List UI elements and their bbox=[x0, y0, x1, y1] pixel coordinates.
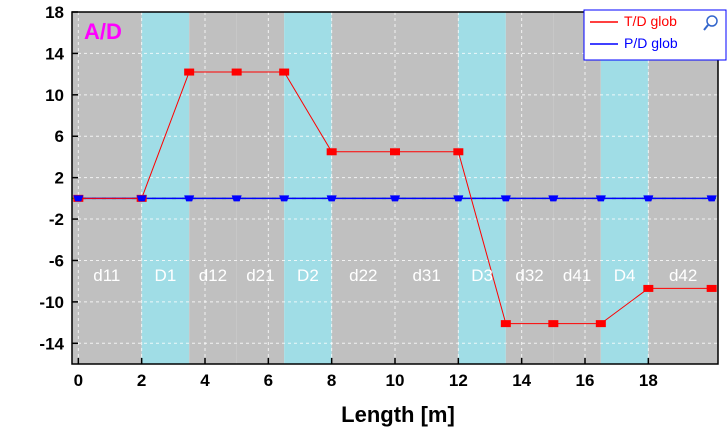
chart-title: A/D bbox=[84, 19, 122, 44]
td-glob-point bbox=[501, 320, 511, 327]
x-tick-label: 8 bbox=[327, 371, 336, 390]
td-glob-point bbox=[643, 285, 653, 292]
y-tick-label: -10 bbox=[39, 293, 64, 312]
x-tick-label: 4 bbox=[200, 371, 210, 390]
y-tick-label: 14 bbox=[45, 44, 64, 63]
x-tick-label: 0 bbox=[74, 371, 83, 390]
region-d2 bbox=[284, 12, 332, 364]
legend-td-glob-label: T/D glob bbox=[624, 13, 677, 29]
x-tick-label: 12 bbox=[449, 371, 468, 390]
region-label: D2 bbox=[297, 266, 319, 285]
td-glob-point bbox=[596, 320, 606, 327]
x-tick-label: 18 bbox=[639, 371, 658, 390]
region-d1 bbox=[142, 12, 190, 364]
x-tick-label: 10 bbox=[386, 371, 405, 390]
legend: T/D glob P/D glob bbox=[584, 10, 726, 60]
region-label: D3 bbox=[471, 266, 493, 285]
td-glob-point bbox=[327, 148, 337, 155]
y-tick-label: 6 bbox=[55, 127, 64, 146]
y-tick-label: 18 bbox=[45, 3, 64, 22]
td-glob-point bbox=[453, 148, 463, 155]
region-label: d22 bbox=[349, 266, 377, 285]
legend-pd-glob-label: P/D glob bbox=[624, 35, 678, 51]
y-tick-label: -14 bbox=[39, 334, 64, 353]
x-axis-label: Length [m] bbox=[341, 402, 455, 427]
td-glob-point bbox=[548, 320, 558, 327]
region-label: d41 bbox=[563, 266, 591, 285]
region-label: D4 bbox=[614, 266, 636, 285]
td-glob-point bbox=[184, 69, 194, 76]
td-glob-point bbox=[707, 285, 717, 292]
region-label: d32 bbox=[515, 266, 543, 285]
x-tick-label: 2 bbox=[137, 371, 146, 390]
region-d31 bbox=[395, 12, 458, 364]
region-label: d11 bbox=[93, 266, 120, 285]
region-d3 bbox=[458, 12, 506, 364]
region-label: d12 bbox=[199, 266, 227, 285]
region-d4 bbox=[601, 12, 649, 364]
x-tick-label: 6 bbox=[264, 371, 273, 390]
region-d11 bbox=[72, 12, 142, 364]
region-label: d31 bbox=[412, 266, 440, 285]
region-d12 bbox=[189, 12, 237, 364]
region-label: d21 bbox=[246, 266, 274, 285]
region-d32 bbox=[506, 12, 554, 364]
region-d41 bbox=[553, 12, 601, 364]
td-glob-point bbox=[390, 148, 400, 155]
x-tick-label: 14 bbox=[512, 371, 531, 390]
region-d42 bbox=[648, 12, 718, 364]
td-glob-point bbox=[232, 69, 242, 76]
y-tick-label: -2 bbox=[49, 210, 64, 229]
region-d22 bbox=[332, 12, 395, 364]
region-label: d42 bbox=[669, 266, 697, 285]
region-label: D1 bbox=[155, 266, 177, 285]
y-tick-label: 2 bbox=[55, 169, 64, 188]
y-tick-label: -6 bbox=[49, 251, 64, 270]
td-glob-point bbox=[279, 69, 289, 76]
region-d21 bbox=[237, 12, 285, 364]
x-tick-label: 16 bbox=[576, 371, 595, 390]
y-tick-label: 10 bbox=[45, 86, 64, 105]
